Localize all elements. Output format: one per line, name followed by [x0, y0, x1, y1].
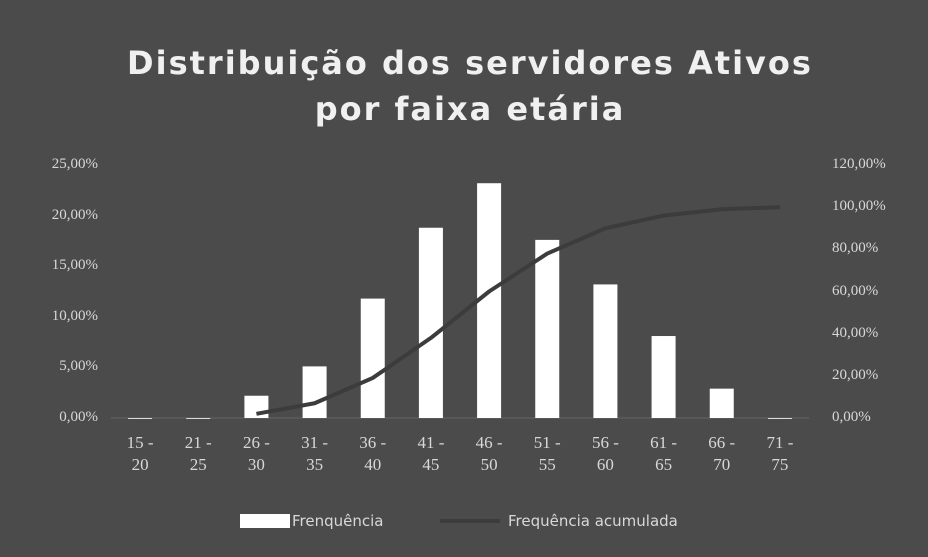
y-tick-label: 15,00% — [51, 257, 98, 274]
bar — [651, 336, 676, 418]
bar — [477, 183, 502, 418]
x-tick-label: 21 - 25 — [184, 433, 212, 474]
y2-tick-label: 120,00% — [832, 156, 886, 172]
y2-tick-label: 40,00% — [832, 324, 879, 341]
y2-tick-label: 80,00% — [832, 240, 879, 257]
x-tick-label: 41 - 45 — [417, 433, 445, 474]
y2-tick-label: 100,00% — [832, 198, 886, 215]
legend-label: Frequência acumulada — [508, 512, 678, 530]
x-tick-label: 51 - 55 — [533, 433, 561, 474]
y2-tick-label: 60,00% — [832, 282, 879, 299]
y2-tick-label: 0,00% — [832, 409, 871, 425]
y-tick-label: 5,00% — [59, 358, 98, 375]
y-tick-label: 0,00% — [59, 409, 98, 425]
x-tick-label: 31 - 35 — [301, 433, 329, 474]
x-tick-label: 15 - 20 — [126, 433, 154, 474]
y2-tick-label: 20,00% — [832, 366, 879, 383]
bar — [535, 239, 560, 418]
legend-swatch — [240, 514, 290, 528]
y-tick-label: 10,00% — [51, 307, 98, 324]
bar — [302, 366, 327, 418]
bar — [418, 227, 443, 418]
bar — [244, 395, 269, 418]
bar — [128, 418, 153, 419]
x-tick-label: 71 - 75 — [766, 433, 794, 474]
x-tick-label: 61 - 65 — [650, 433, 678, 474]
line — [256, 205, 780, 416]
bar — [767, 418, 792, 419]
chart-title: Distribuição dos servidores Ativos por f… — [127, 44, 813, 128]
legend-label: Frenquência — [292, 512, 384, 530]
bar — [709, 388, 734, 418]
y-tick-label: 20,00% — [51, 206, 98, 223]
bar — [360, 298, 385, 418]
x-tick-label: 56 - 60 — [591, 433, 619, 474]
y-tick-label: 25,00% — [51, 156, 98, 172]
x-tick-label: 26 - 30 — [242, 433, 270, 474]
x-tick-label: 66 - 70 — [708, 433, 736, 474]
x-tick-label: 46 - 50 — [475, 433, 503, 474]
bar — [593, 284, 618, 418]
x-tick-label: 36 - 40 — [359, 433, 387, 474]
bar — [186, 418, 211, 419]
